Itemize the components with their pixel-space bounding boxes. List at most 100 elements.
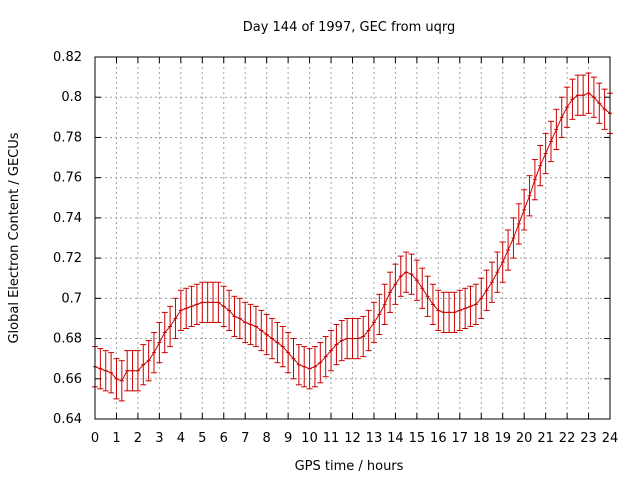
x-tick-label: 13 [366, 431, 383, 446]
x-tick-label: 19 [494, 431, 511, 446]
error-bar [521, 189, 528, 231]
error-bar [558, 96, 565, 138]
error-bar [215, 281, 222, 323]
error-bar [467, 285, 474, 327]
x-tick-label: 11 [323, 431, 340, 446]
error-bar [494, 251, 501, 293]
error-bar [451, 291, 458, 334]
error-bar [118, 360, 125, 402]
error-bar [349, 317, 356, 360]
x-tick-label: 4 [177, 431, 185, 446]
error-bar [172, 297, 179, 340]
error-bar [177, 289, 184, 332]
error-bar [424, 275, 431, 317]
error-bar [478, 277, 485, 319]
error-bar [408, 253, 415, 295]
error-bar [183, 287, 190, 329]
error-bar [269, 317, 276, 360]
error-bar [167, 305, 174, 348]
error-bar [322, 336, 329, 378]
error-bar [247, 303, 254, 346]
x-tick-label: 14 [387, 431, 404, 446]
error-bar [542, 132, 549, 175]
y-tick-label: 0.72 [53, 251, 82, 266]
x-tick-label: 17 [452, 431, 469, 446]
error-bar [531, 159, 538, 201]
error-bar [328, 330, 335, 372]
error-bar [580, 74, 587, 116]
x-tick-label: 16 [430, 431, 447, 446]
error-bar [193, 283, 200, 325]
error-bar [553, 108, 560, 151]
error-bar [472, 283, 479, 325]
error-bar [258, 309, 265, 352]
gec-series [92, 72, 613, 402]
error-bar [413, 259, 420, 301]
y-axis: 0.64 0.66 0.68 0.7 0.72 0.74 0.76 0.78 0.8 0.82 [53, 50, 610, 427]
error-bar [317, 342, 324, 384]
x-tick-label: 15 [409, 431, 426, 446]
error-bar [124, 350, 131, 392]
error-bar [456, 289, 463, 332]
error-bar [311, 346, 318, 388]
error-bar [231, 295, 238, 338]
x-tick-label: 0 [91, 431, 99, 446]
error-bar [419, 267, 426, 309]
error-bar [435, 289, 442, 332]
error-bar [360, 315, 367, 358]
y-tick-label: 0.68 [53, 332, 82, 347]
x-tick-label: 6 [220, 431, 228, 446]
error-bar [387, 271, 394, 313]
error-bar [220, 285, 227, 327]
grid [95, 57, 610, 419]
error-bar [145, 340, 152, 382]
error-bar [242, 301, 249, 344]
error-bar [397, 255, 404, 297]
error-bar [263, 313, 270, 356]
x-tick-label: 18 [473, 431, 490, 446]
y-tick-label: 0.8 [61, 90, 82, 105]
error-bar [483, 269, 490, 311]
x-tick-label: 20 [516, 431, 533, 446]
error-bar [295, 344, 302, 386]
error-bar [134, 350, 141, 392]
error-bar [585, 72, 592, 114]
error-bar [301, 346, 308, 388]
x-tick-label: 22 [559, 431, 576, 446]
error-bar [462, 287, 469, 329]
error-bar [515, 203, 522, 245]
y-tick-label: 0.74 [53, 211, 82, 226]
x-tick-label: 12 [344, 431, 361, 446]
error-bar [505, 229, 512, 271]
error-bar [285, 332, 292, 374]
error-bar [440, 291, 447, 334]
error-bar [156, 321, 163, 364]
y-axis-label: Global Electron Content / GECUs [7, 132, 22, 343]
x-axis-label: GPS time / hours [295, 459, 404, 474]
error-bar [574, 74, 581, 116]
error-bar [365, 309, 372, 352]
error-bar [354, 317, 361, 360]
x-tick-label: 3 [155, 431, 163, 446]
error-bar [564, 86, 571, 128]
error-bar [590, 76, 597, 118]
error-bar [252, 305, 259, 348]
error-bar [210, 281, 217, 323]
error-bar [381, 283, 388, 325]
x-tick-label: 2 [134, 431, 142, 446]
x-tick-label: 5 [198, 431, 206, 446]
error-bar [601, 88, 608, 130]
error-bar [290, 338, 297, 380]
error-bar [226, 289, 233, 332]
x-tick-label: 10 [301, 431, 318, 446]
chart-title: Day 144 of 1997, GEC from uqrg [243, 20, 456, 35]
error-bar [188, 285, 195, 327]
y-tick-label: 0.78 [53, 130, 82, 145]
error-bar [429, 283, 436, 325]
error-bar [537, 144, 544, 187]
y-tick-label: 0.66 [53, 372, 82, 387]
error-bar [344, 317, 351, 360]
error-bar [488, 261, 495, 303]
error-bar [569, 78, 576, 120]
